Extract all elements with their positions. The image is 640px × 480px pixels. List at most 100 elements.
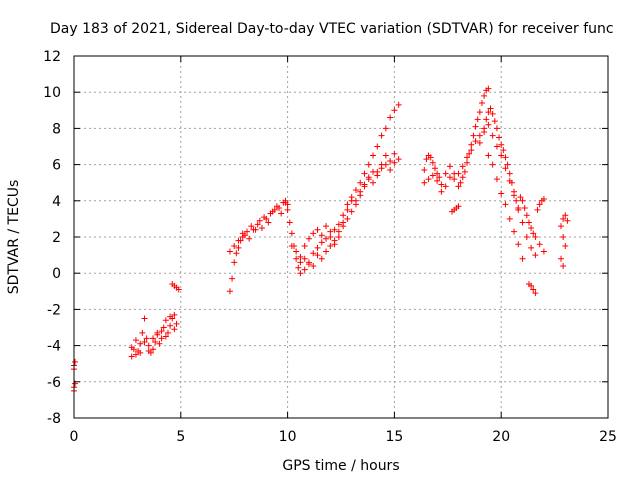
- data-point: [387, 167, 394, 174]
- data-point: [434, 170, 441, 177]
- data-point: [451, 176, 458, 183]
- data-point: [498, 190, 505, 197]
- data-point: [141, 338, 148, 345]
- data-point: [387, 157, 394, 164]
- data-point: [301, 255, 308, 262]
- data-point: [391, 159, 398, 166]
- data-point: [427, 154, 434, 161]
- data-point: [498, 152, 505, 159]
- data-point: [323, 248, 330, 255]
- data-point: [485, 121, 492, 128]
- data-point: [327, 228, 334, 235]
- data-point: [256, 217, 263, 224]
- data-point: [365, 174, 372, 181]
- y-tick-label: 12: [43, 49, 61, 65]
- data-point: [525, 219, 532, 226]
- data-point: [489, 110, 496, 117]
- x-tick-label: 5: [176, 429, 185, 445]
- data-point: [474, 116, 481, 123]
- y-axis-label: SDTVAR / TECUs: [6, 180, 22, 295]
- chart-title: Day 183 of 2021, Sidereal Day-to-day VTE…: [50, 21, 614, 37]
- data-point: [235, 244, 242, 251]
- data-point: [318, 239, 325, 246]
- data-point: [370, 179, 377, 186]
- data-point: [442, 170, 449, 177]
- data-point: [171, 326, 178, 333]
- data-point: [476, 109, 483, 116]
- data-point: [502, 154, 509, 161]
- data-point: [429, 172, 436, 179]
- data-point: [489, 161, 496, 168]
- data-point: [297, 253, 304, 260]
- data-point: [523, 212, 530, 219]
- data-point: [504, 161, 511, 168]
- data-point: [506, 215, 513, 222]
- data-point: [395, 101, 402, 108]
- data-point: [515, 205, 522, 212]
- data-point: [391, 150, 398, 157]
- data-point: [348, 194, 355, 201]
- data-point: [139, 329, 146, 336]
- data-point: [493, 143, 500, 150]
- data-point: [258, 224, 265, 231]
- data-point: [226, 288, 233, 295]
- data-point: [532, 252, 539, 259]
- data-point: [278, 210, 285, 217]
- data-point: [502, 201, 509, 208]
- data-point: [171, 311, 178, 318]
- data-point: [132, 337, 139, 344]
- x-tick-label: 20: [492, 429, 510, 445]
- data-point: [560, 262, 567, 269]
- data-point: [310, 262, 317, 269]
- data-point: [485, 85, 492, 92]
- data-point: [162, 317, 169, 324]
- data-point: [288, 230, 295, 237]
- data-point: [143, 335, 150, 342]
- data-point: [323, 235, 330, 242]
- data-point: [493, 125, 500, 132]
- data-point: [485, 152, 492, 159]
- data-point: [421, 179, 428, 186]
- data-point: [459, 174, 466, 181]
- data-point: [534, 206, 541, 213]
- data-point: [493, 176, 500, 183]
- data-point: [464, 159, 471, 166]
- data-point: [455, 183, 462, 190]
- y-tick-label: -6: [47, 375, 61, 391]
- data-point: [511, 228, 518, 235]
- data-point: [344, 215, 351, 222]
- x-tick-label: 15: [385, 429, 403, 445]
- data-point: [560, 215, 567, 222]
- data-point: [446, 163, 453, 170]
- data-point: [429, 159, 436, 166]
- data-point: [128, 344, 135, 351]
- data-point: [323, 223, 330, 230]
- data-point: [513, 197, 520, 204]
- data-point: [540, 248, 547, 255]
- data-point: [491, 118, 498, 125]
- data-point: [455, 203, 462, 210]
- data-point: [273, 203, 280, 210]
- data-point: [252, 226, 259, 233]
- y-tick-label: -4: [47, 339, 61, 355]
- x-axis-label: GPS time / hours: [282, 458, 399, 474]
- data-point: [530, 230, 537, 237]
- data-point: [378, 132, 385, 139]
- data-point: [235, 237, 242, 244]
- data-point: [560, 234, 567, 240]
- data-point: [361, 181, 368, 188]
- data-point: [558, 223, 565, 230]
- data-point: [265, 219, 272, 226]
- data-point: [145, 342, 152, 349]
- data-point: [481, 129, 488, 136]
- data-point: [340, 212, 347, 219]
- data-point: [423, 156, 430, 163]
- data-point: [472, 123, 479, 130]
- data-point: [459, 163, 466, 170]
- data-point: [239, 230, 246, 237]
- data-point: [378, 165, 385, 172]
- data-point: [532, 234, 539, 240]
- y-tick-label: 0: [52, 266, 61, 282]
- data-point: [502, 165, 509, 172]
- data-point: [489, 132, 496, 139]
